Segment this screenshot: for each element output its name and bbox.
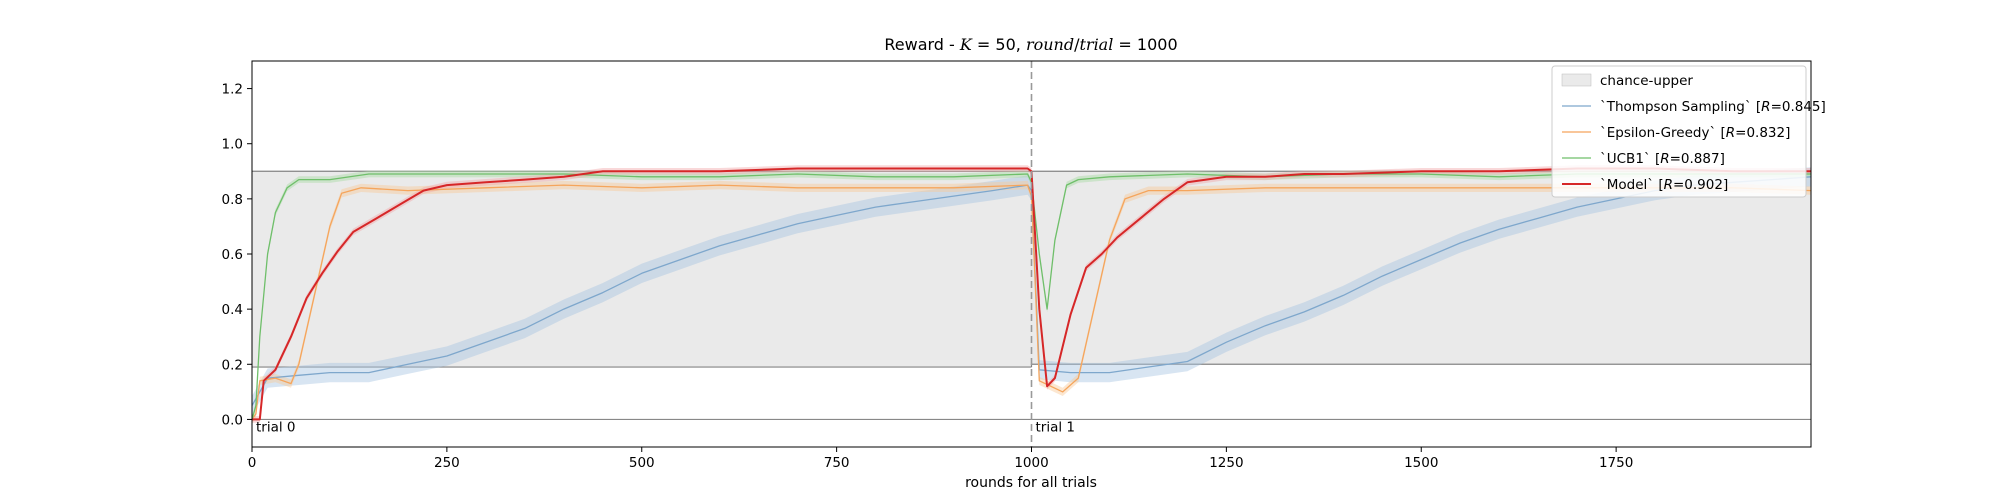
series-line-2 [252,173,1811,420]
legend-label-2: `UCB1` [R=0.887] [1600,151,1725,167]
legend-box [1551,65,1807,198]
annotation-0: trial 0 [256,419,296,435]
y-tick-label: 0.0 [222,412,243,428]
legend-label-1: `Epsilon-Greedy` [R=0.832] [1600,125,1790,141]
chart-title: Reward - K = 50, round/trial = 1000 [884,35,1177,54]
y-tick-label: 1.0 [222,137,243,153]
legend-label-chance: chance-upper [1600,73,1693,89]
legend-label-0: `Thompson Sampling` [R=0.845] [1600,99,1826,115]
series-line-0 [252,176,1811,406]
legend: chance-upper `Thompson Sampling` [R=0.845… [1551,65,1826,198]
x-tick-label: 0 [248,455,257,471]
y-tick-label: 0.2 [222,357,243,373]
x-tick-label: 1500 [1404,455,1438,471]
y-tick-label: 0.6 [222,247,243,263]
x-tick-label: 750 [824,455,850,471]
annotation-1: trial 1 [1036,419,1076,435]
legend-label-3: `Model` [R=0.902] [1600,177,1728,193]
chance-band-region [1031,171,1811,365]
series-line-1 [252,184,1811,420]
x-tick-label: 500 [629,455,655,471]
x-tick-label: 250 [434,455,460,471]
x-axis-label: rounds for all trials [965,475,1097,491]
x-tick-label: 1000 [1014,455,1048,471]
y-tick-label: 1.2 [222,82,243,98]
legend-swatch-chance [1561,73,1592,87]
series-line-3 [252,167,1811,421]
y-tick-label: 0.4 [222,302,243,318]
y-tick-label: 0.8 [222,192,243,208]
x-tick-label: 1250 [1209,455,1243,471]
x-tick-label: 1750 [1599,455,1633,471]
